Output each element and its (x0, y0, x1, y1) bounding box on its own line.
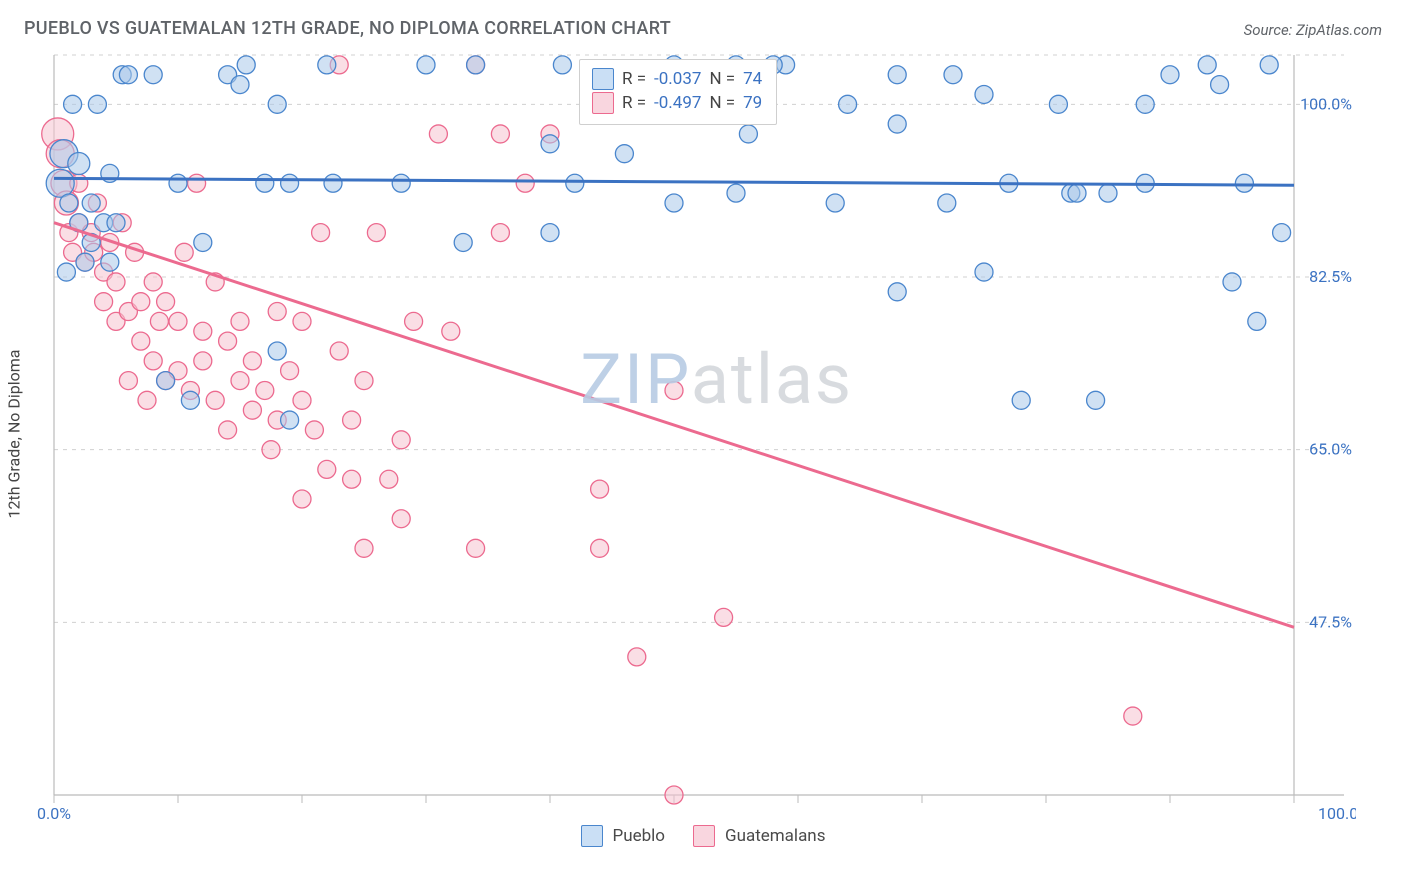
legend-r-value: -0.497 (654, 93, 701, 113)
svg-text:47.5%: 47.5% (1309, 612, 1352, 631)
svg-text:82.5%: 82.5% (1309, 267, 1352, 286)
legend-item: Pueblo (581, 825, 666, 847)
legend-n-label: N = (709, 69, 735, 89)
legend-r-value: -0.037 (654, 69, 701, 89)
legend-swatch (592, 68, 614, 90)
chart-title: PUEBLO VS GUATEMALAN 12TH GRADE, NO DIPL… (24, 18, 671, 39)
source-label: Source: ZipAtlas.com (1244, 21, 1382, 39)
svg-text:65.0%: 65.0% (1309, 440, 1352, 459)
legend-n-value: 79 (743, 93, 762, 113)
legend-row: R = -0.037 N = 74 (592, 68, 762, 90)
svg-text:100.0%: 100.0% (1300, 94, 1352, 113)
legend-n-value: 74 (743, 69, 762, 89)
legend-swatch (592, 92, 614, 114)
legend-label: Guatemalans (725, 826, 825, 846)
series-legend: Pueblo Guatemalans (0, 825, 1406, 847)
legend-r-label: R = (622, 93, 646, 113)
y-axis-label: 12th Grade, No Diploma (5, 350, 24, 519)
legend-item: Guatemalans (693, 825, 825, 847)
source-name: ZipAtlas.com (1296, 21, 1382, 39)
correlation-legend: R = -0.037 N = 74R = -0.497 N = 79 (579, 59, 777, 125)
svg-text:100.0%: 100.0% (1318, 804, 1356, 819)
chart-container: 12th Grade, No Diploma 0.0%100.0%47.5%65… (24, 49, 1382, 819)
legend-label: Pueblo (613, 826, 666, 846)
source-prefix: Source: (1244, 21, 1296, 39)
legend-swatch (693, 825, 715, 847)
legend-swatch (581, 825, 603, 847)
legend-row: R = -0.497 N = 79 (592, 92, 762, 114)
svg-text:0.0%: 0.0% (37, 804, 71, 819)
legend-n-label: N = (709, 93, 735, 113)
scatter-chart: 0.0% 100.0% 47.5% 65.0% 82.5% 100.0% (24, 49, 1356, 819)
legend-r-label: R = (622, 69, 646, 89)
